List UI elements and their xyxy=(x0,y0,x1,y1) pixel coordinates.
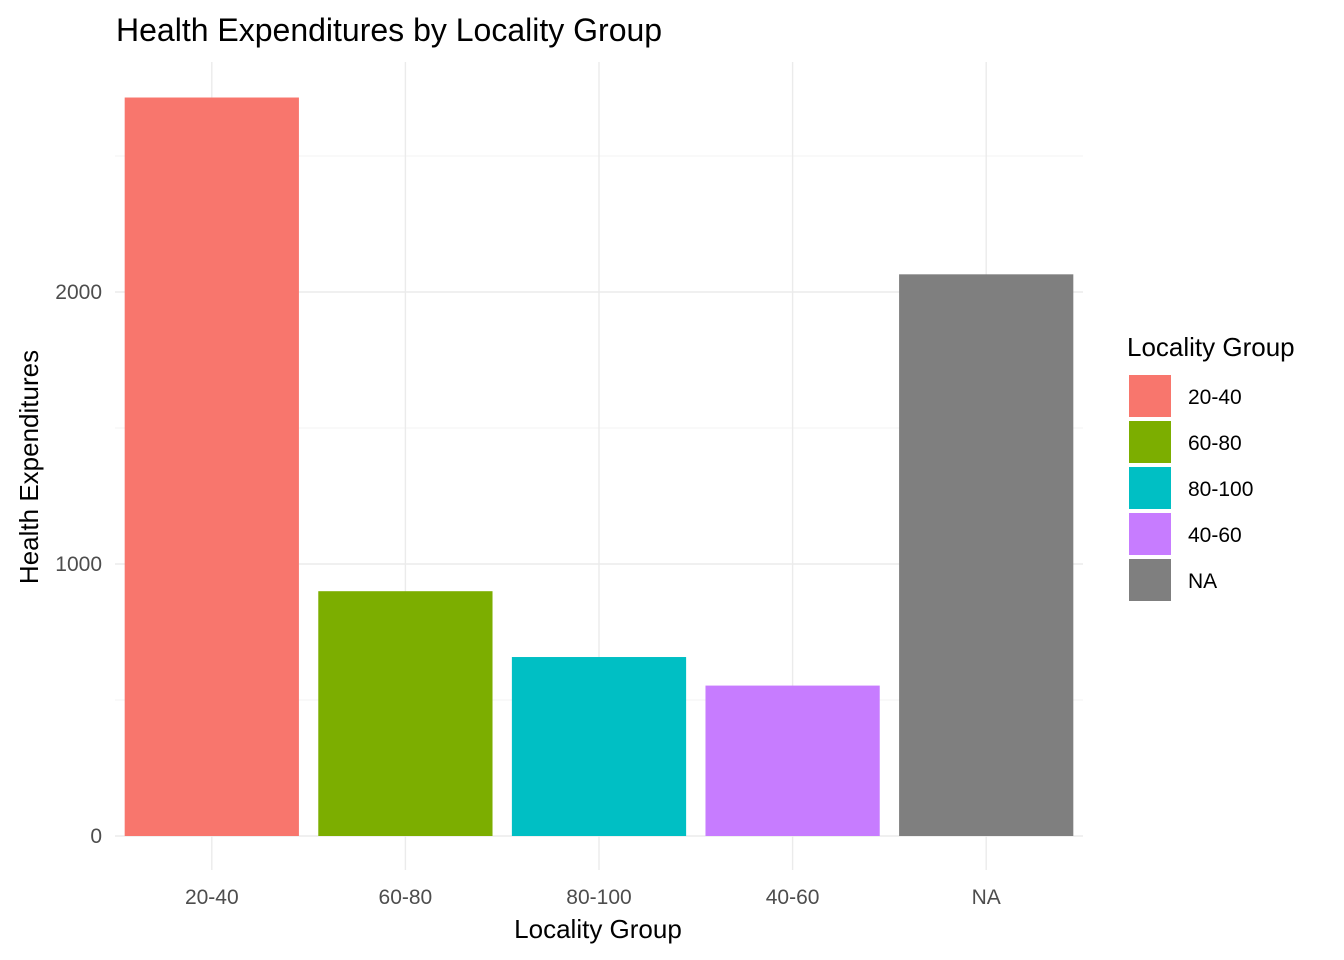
bar-NA xyxy=(899,274,1074,836)
x-tick-label: 80-100 xyxy=(566,886,631,909)
legend-title: Locality Group xyxy=(1127,332,1295,362)
bar-20-40 xyxy=(124,97,299,836)
legend-label: 20-40 xyxy=(1188,386,1242,409)
y-axis-ticks: 0 1000 2000 xyxy=(55,281,102,848)
legend-item: 60-80 xyxy=(1129,421,1242,463)
legend-item: 80-100 xyxy=(1129,467,1253,509)
y-axis-title: Health Expenditures xyxy=(14,350,44,584)
legend-swatch xyxy=(1129,375,1171,417)
x-axis-title: Locality Group xyxy=(514,914,682,944)
y-tick-label: 1000 xyxy=(55,553,102,576)
y-tick-label: 0 xyxy=(90,825,102,848)
legend-swatch xyxy=(1129,513,1171,555)
legend-label: NA xyxy=(1188,570,1217,593)
x-tick-label: 20-40 xyxy=(185,886,239,909)
bar-80-100 xyxy=(511,657,687,836)
y-tick-label: 2000 xyxy=(55,281,102,304)
x-tick-label: 40-60 xyxy=(766,886,820,909)
legend-items: 20-40 60-80 80-100 40-60 NA xyxy=(1129,375,1253,601)
legend-swatch xyxy=(1129,421,1171,463)
bar-60-80 xyxy=(318,591,493,836)
legend-swatch xyxy=(1129,559,1171,601)
legend-swatch xyxy=(1129,467,1171,509)
legend-item: 40-60 xyxy=(1129,513,1242,555)
legend-label: 40-60 xyxy=(1188,524,1242,547)
legend-label: 80-100 xyxy=(1188,478,1253,501)
x-tick-label: 60-80 xyxy=(379,886,433,909)
x-axis-ticks: 20-40 60-80 80-100 40-60 NA xyxy=(185,886,1001,909)
legend-label: 60-80 xyxy=(1188,432,1242,455)
bar-40-60 xyxy=(705,685,880,836)
legend: Locality Group 20-40 60-80 80-100 40-60 NA xyxy=(1127,332,1295,601)
chart-title: Health Expenditures by Locality Group xyxy=(116,12,662,48)
x-tick-label: NA xyxy=(972,886,1001,909)
bars xyxy=(124,97,1074,836)
legend-item: 20-40 xyxy=(1129,375,1242,417)
legend-item: NA xyxy=(1129,559,1217,601)
